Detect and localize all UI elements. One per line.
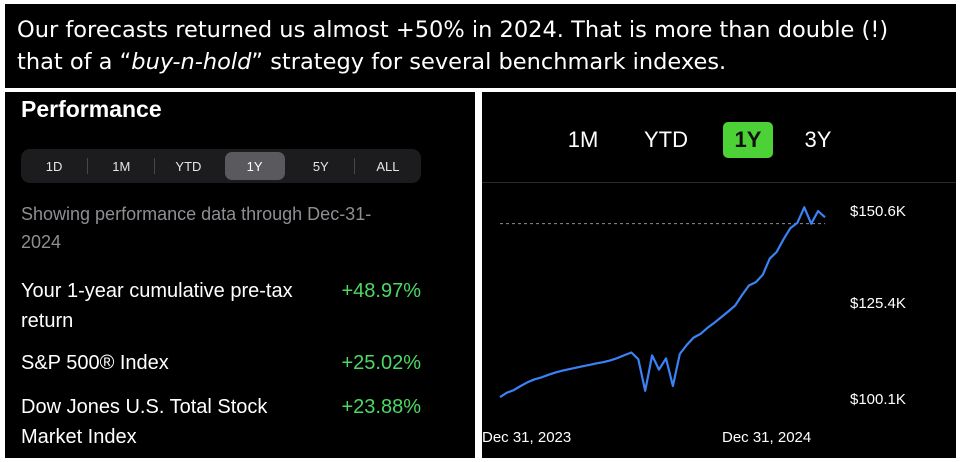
return-value: +25.02% (341, 352, 421, 374)
period-tab-5y[interactable]: 5Y (312, 158, 329, 174)
return-label: Dow Jones U.S. Total Stock Market Index (21, 396, 268, 448)
range-tab-3y[interactable]: 3Y (804, 127, 832, 152)
period-tab-1y[interactable]: 1Y (224, 152, 285, 180)
return-row-portfolio: Your 1-year cumulative pre-tax return +4… (21, 276, 421, 336)
chart-range-tabs: 1M YTD 1Y 3Y (482, 114, 956, 164)
y-tick-label: $150.6K (850, 203, 906, 220)
return-value: +23.88% (341, 396, 421, 418)
period-tab-ytd[interactable]: YTD (175, 158, 202, 174)
return-label: S&P 500® Index (21, 352, 169, 374)
performance-panel: Performance 1D 1M YTD 1Y 5Y ALL Showing … (5, 92, 475, 458)
x-tick-label: Dec 31, 2024 (722, 429, 812, 446)
period-segmented-control: 1D 1M YTD 1Y 5Y ALL (21, 149, 421, 183)
caption-line-1: Our forecasts returned us almost +50% in… (17, 17, 889, 43)
caption-line-2: that of a “buy-n-hold” strategy for seve… (17, 49, 727, 75)
chart-panel: 1M YTD 1Y 3Y $150.6K $125.4K $100.1K Dec… (482, 92, 956, 458)
x-tick-label: Dec 31, 2023 (482, 429, 572, 446)
period-tab-1d[interactable]: 1D (45, 158, 63, 174)
caption-emphasis: buy-n-hold (131, 49, 252, 75)
segment-divider (353, 158, 355, 174)
period-tab-all[interactable]: ALL (376, 158, 400, 174)
period-tab-1m[interactable]: 1M (112, 158, 131, 174)
range-tab-1m[interactable]: 1M (567, 127, 599, 152)
segment-divider (87, 158, 89, 174)
return-row-dowjones: Dow Jones U.S. Total Stock Market Index … (21, 392, 421, 452)
y-tick-label: $125.4K (850, 295, 906, 312)
price-line-chart (499, 206, 826, 399)
caption-banner: Our forecasts returned us almost +50% in… (5, 4, 956, 88)
price-series-line (499, 206, 826, 399)
data-through-note: Showing performance data through Dec-31-… (21, 204, 372, 252)
segment-divider (154, 158, 156, 174)
range-tab-1y[interactable]: 1Y (723, 122, 773, 158)
return-label: Your 1-year cumulative pre-tax return (21, 280, 293, 332)
y-tick-label: $100.1K (850, 391, 906, 408)
performance-title: Performance (21, 96, 162, 122)
return-row-sp500: S&P 500® Index +25.02% (21, 348, 421, 378)
chart-divider (482, 182, 956, 183)
return-value: +48.97% (341, 280, 421, 302)
range-tab-ytd[interactable]: YTD (644, 127, 688, 152)
